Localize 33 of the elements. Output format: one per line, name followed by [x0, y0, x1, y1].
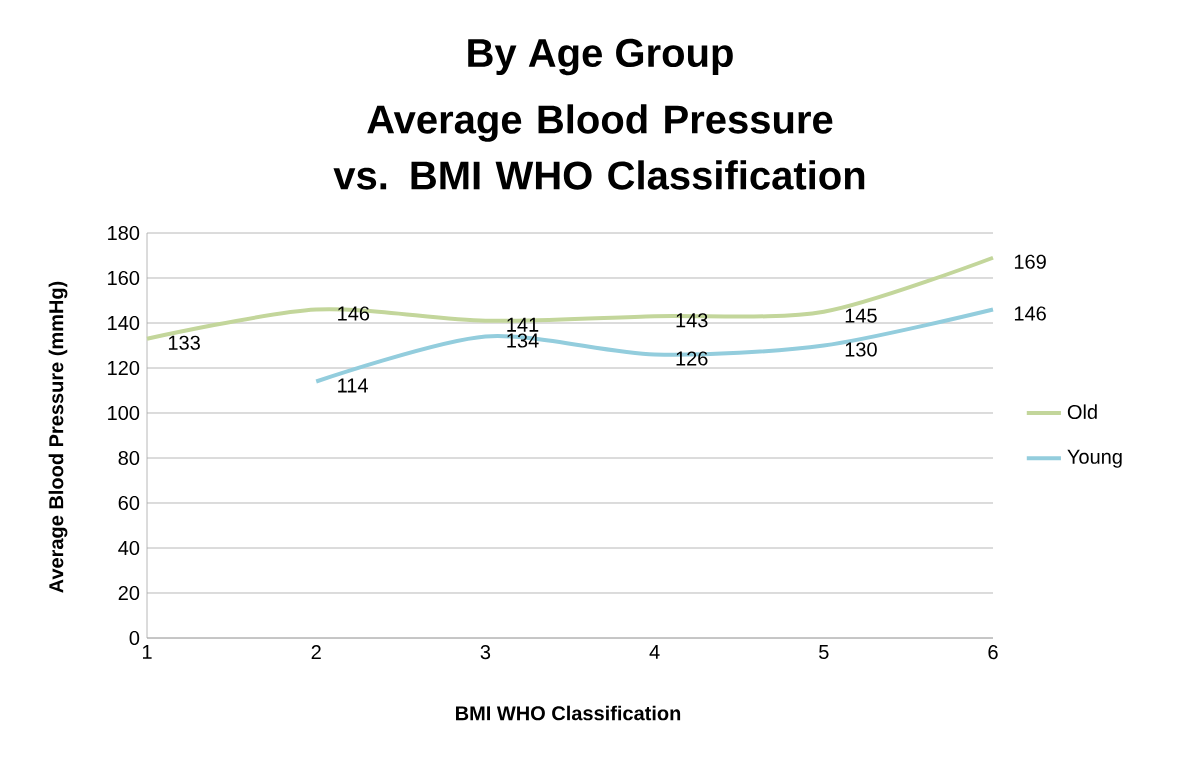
chart-subtitle: Average Blood Pressure vs. BMI WHO Classification [333, 104, 865, 190]
y-axis-title: Average Blood Pressure (mmHg) [48, 281, 68, 593]
chart-title: By Age Group [468, 38, 733, 76]
x-tick-label: 5 [819, 645, 829, 660]
y-tick-label: 0 [129, 630, 140, 646]
y-tick-label: 100 [108, 405, 140, 421]
legend-label: Young [1067, 449, 1122, 468]
data-label: 114 [338, 378, 368, 393]
data-label: 133 [168, 335, 200, 350]
x-axis-title: BMI WHO Classification [456, 705, 681, 721]
y-tick-label: 80 [118, 450, 140, 466]
y-tick-label: 60 [118, 495, 140, 511]
data-label: 145 [845, 308, 877, 323]
y-tick-label: 140 [108, 315, 140, 331]
y-tick-label: 160 [108, 270, 140, 286]
x-tick-label: 3 [480, 645, 491, 660]
data-label: 126 [676, 351, 708, 366]
data-label: 146 [338, 306, 370, 321]
legend-label: Old [1067, 404, 1097, 420]
y-tick-label: 40 [118, 540, 140, 556]
y-tick-label: 120 [108, 360, 140, 376]
x-tick-label: 1 [142, 645, 152, 659]
data-label: 141 [507, 317, 539, 332]
data-label: 169 [1014, 254, 1046, 269]
x-tick-label: 2 [311, 645, 321, 660]
y-tick-label: 180 [108, 225, 140, 241]
y-tick-label: 20 [118, 585, 140, 601]
data-label: 134 [507, 333, 539, 348]
x-tick-label: 6 [988, 645, 998, 660]
data-label: 143 [676, 313, 708, 328]
data-label: 130 [845, 342, 877, 357]
data-label: 146 [1014, 306, 1046, 321]
x-tick-label: 4 [649, 645, 660, 659]
